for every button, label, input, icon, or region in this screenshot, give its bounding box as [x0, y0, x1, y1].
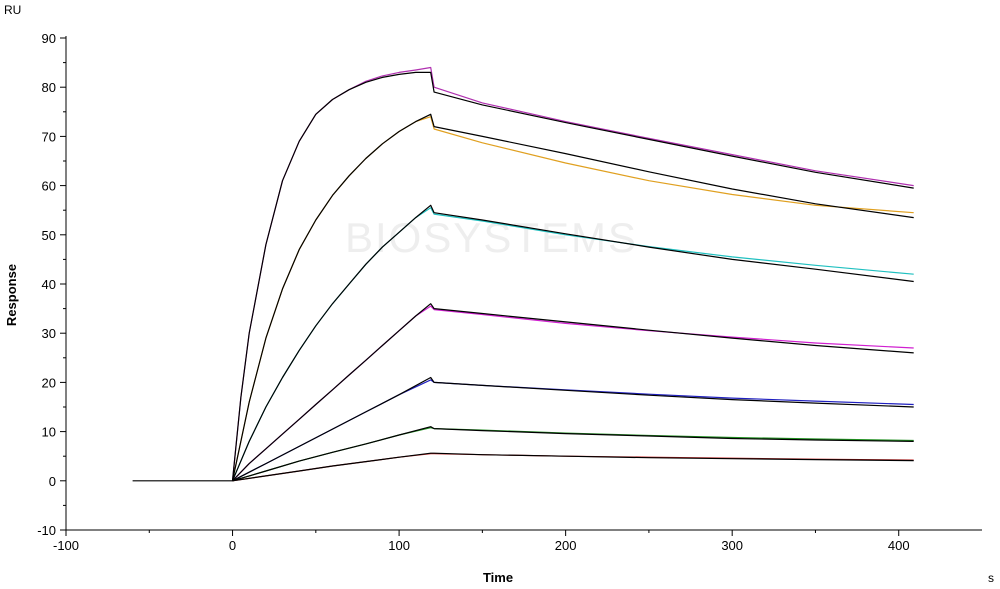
y-tick-label: 70: [42, 129, 56, 144]
x-tick-label: 0: [229, 538, 236, 553]
y-tick-label: 50: [42, 228, 56, 243]
series-line: [232, 427, 914, 482]
x-axis-label: Time: [483, 570, 513, 585]
series-line: [232, 426, 914, 482]
series-line: [232, 305, 914, 482]
y-tick-label: -10: [37, 523, 56, 538]
x-tick-label: 100: [388, 538, 410, 553]
x-tick-label: 400: [888, 538, 910, 553]
y-tick-label: 20: [42, 375, 56, 390]
series-line: [231, 71, 914, 481]
y-tick-label: 90: [42, 31, 56, 46]
series-line: [232, 376, 914, 482]
x-tick-label: 200: [555, 538, 577, 553]
x-tick-label: 300: [721, 538, 743, 553]
y-tick-label: 40: [42, 277, 56, 292]
series-line: [232, 452, 914, 482]
series-line: [232, 303, 914, 482]
y-unit-label: RU: [4, 3, 21, 17]
y-tick-label: 10: [42, 425, 56, 440]
x-tick-label: -100: [53, 538, 79, 553]
y-axis-label: Response: [4, 264, 19, 326]
series-line: [231, 66, 914, 481]
y-tick-label: 30: [42, 326, 56, 341]
y-tick-label: 60: [42, 179, 56, 194]
series-line: [231, 204, 914, 482]
x-unit-label: s: [988, 571, 994, 585]
y-tick-label: 80: [42, 80, 56, 95]
series-line: [231, 113, 914, 481]
series-line: [232, 453, 914, 482]
y-tick-label: 0: [49, 474, 56, 489]
plot-area: [132, 66, 914, 482]
